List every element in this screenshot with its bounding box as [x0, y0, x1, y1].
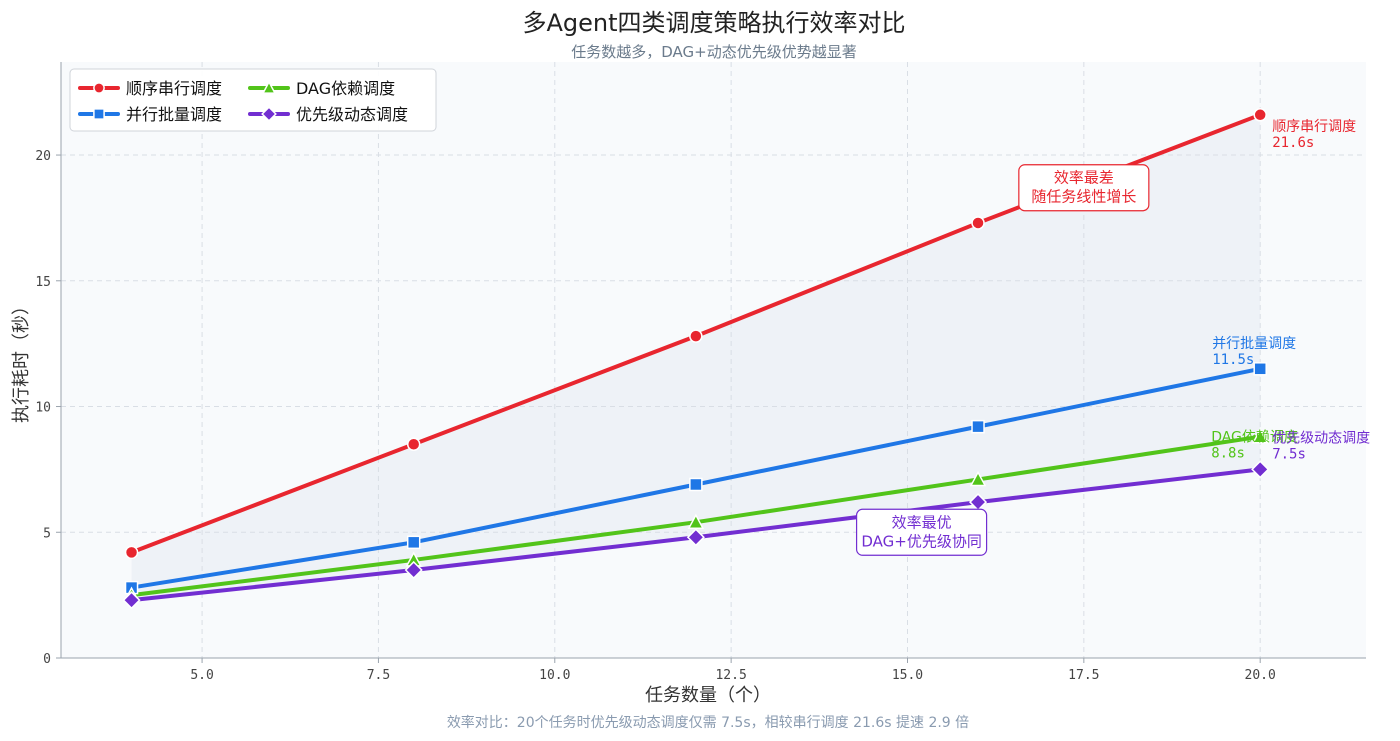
x-tick-label-1: 7.5: [367, 668, 390, 683]
data-point-1-4: [1253, 362, 1267, 376]
end-label-0: 顺序串行调度: [1272, 119, 1356, 135]
annotation-box-0: [1018, 164, 1150, 212]
legend-marker-0: [93, 82, 105, 94]
end-value-2: 8.8s: [1211, 446, 1245, 462]
chart-subtitle: 任务数越多，DAG+动态优先级优势越显著: [571, 43, 856, 61]
data-point-2-2: [687, 513, 705, 529]
x-tick-label-4: 15.0: [892, 668, 923, 683]
annotation-text-0-1: 随任务线性增长: [1031, 188, 1136, 206]
annotation-text-1-0: 效率最优: [892, 513, 952, 531]
markers-layer: [122, 108, 1270, 610]
data-point-1-1: [406, 535, 421, 550]
grid-lines: [61, 62, 1366, 658]
x-axis-ticks: 5.0 7.5 10.0 12.5 15.0 17.5 20.0: [190, 658, 1276, 683]
data-point-0-2: [689, 329, 703, 343]
data-point-0-1: [406, 437, 421, 451]
end-label-3: 优先级动态调度: [1272, 430, 1370, 446]
legend-box: [69, 68, 437, 132]
x-tick-label-0: 5.0: [190, 668, 213, 683]
x-axis-label: 任务数量（个）: [645, 685, 771, 706]
data-point-0-4: [1253, 108, 1267, 122]
data-point-0-0: [124, 545, 139, 560]
data-point-2-3: [969, 470, 987, 487]
x-tick-label-2: 10.0: [539, 668, 570, 683]
y-tick-label-1: 5: [43, 526, 51, 541]
legend-marker-3: [261, 106, 277, 122]
end-label-1: 并行批量调度: [1212, 336, 1296, 352]
data-point-3-2: [686, 528, 705, 547]
legend-label-2: DAG依赖调度: [296, 79, 395, 98]
end-value-3: 7.5s: [1272, 446, 1306, 462]
data-point-1-2: [689, 477, 703, 492]
annotation-text-1-1: DAG+优先级协同: [861, 532, 981, 550]
data-point-3-4: [1251, 460, 1270, 479]
data-point-1-3: [971, 419, 985, 434]
y-axis-ticks: 0 5 10 15 20: [35, 149, 61, 667]
y-tick-label-3: 15: [35, 275, 51, 290]
legend-label-1: 并行批量调度: [126, 105, 222, 124]
annotation-text-0-0: 效率最差: [1054, 169, 1114, 187]
chart-title: 多Agent四类调度策略执行效率对比: [522, 9, 905, 37]
end-value-0: 21.6s: [1272, 135, 1314, 151]
legend-marker-2: [261, 80, 277, 94]
footer-note: 效率对比：20个任务时优先级动态调度仅需 7.5s，相较串行调度 21.6s 提…: [447, 714, 969, 731]
end-label-2: DAG依赖调度: [1211, 430, 1298, 446]
y-axis-label: 执行耗时（秒）: [11, 297, 32, 423]
y-tick-label-0: 0: [43, 652, 51, 667]
legend-label-0: 顺序串行调度: [126, 79, 222, 98]
x-tick-label-6: 20.0: [1245, 668, 1276, 683]
x-tick-label-3: 12.5: [715, 668, 746, 683]
x-tick-label-5: 17.5: [1068, 668, 1099, 683]
y-tick-label-2: 10: [35, 401, 51, 416]
annotation-box-1: [855, 508, 988, 556]
axes: [60, 62, 1366, 659]
legend-label-3: 优先级动态调度: [296, 105, 408, 124]
data-point-2-4: [1251, 428, 1269, 444]
end-value-1: 11.5s: [1212, 352, 1254, 368]
data-point-3-1: [404, 560, 423, 580]
data-point-3-0: [122, 591, 141, 610]
y-tick-label-4: 20: [35, 149, 51, 164]
data-point-0-3: [971, 216, 985, 230]
legend-marker-1: [93, 108, 105, 120]
